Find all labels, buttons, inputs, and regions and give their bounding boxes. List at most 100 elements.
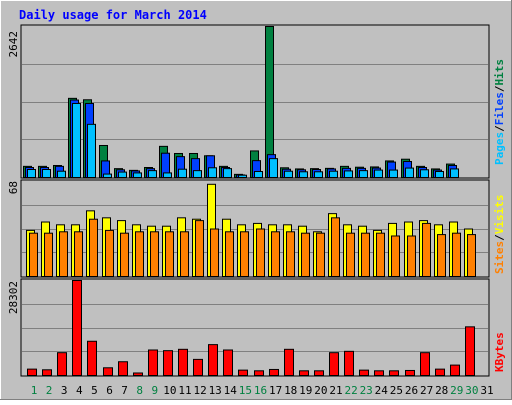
bar-kbytes-day-1 [27, 368, 37, 376]
x-tick-label-day-12: 12 [193, 384, 206, 397]
x-tick-label-day-8: 8 [136, 384, 143, 397]
bar-sites-day-10 [165, 231, 174, 277]
bar-sites-day-30 [467, 234, 476, 278]
bar-sites-day-2 [44, 232, 53, 277]
x-tick-label-day-7: 7 [121, 384, 128, 397]
bar-pages-day-13 [208, 167, 217, 178]
bar-pages-day-28 [435, 170, 444, 179]
x-tick-label-day-14: 14 [224, 384, 238, 397]
ymax-label-kbytes: 28302 [7, 281, 20, 314]
bar-kbytes-day-12 [193, 358, 203, 376]
bar-pages-day-8 [133, 172, 142, 178]
bar-pages-day-1 [27, 168, 36, 179]
bar-pages-day-29 [450, 168, 459, 179]
x-tick-label-day-18: 18 [284, 384, 297, 397]
bar-pages-day-3 [57, 170, 66, 178]
legend-separator: / [493, 234, 506, 241]
bar-pages-day-18 [284, 170, 293, 178]
x-tick-label-day-28: 28 [435, 384, 448, 397]
x-tick-label-day-19: 19 [299, 384, 312, 397]
ymax-label-hits: 2642 [7, 31, 20, 58]
bar-kbytes-day-27 [420, 352, 430, 376]
bar-pages-day-25 [389, 169, 398, 178]
bar-kbytes-day-17 [269, 368, 279, 377]
bar-pages-day-26 [405, 167, 414, 178]
bar-kbytes-day-26 [405, 369, 415, 377]
bar-kbytes-day-8 [133, 372, 143, 377]
bar-pages-day-19 [299, 171, 308, 179]
x-tick-label-day-26: 26 [405, 384, 418, 397]
bar-sites-day-21 [331, 217, 340, 278]
x-tick-label-day-15: 15 [239, 384, 252, 397]
x-tick-label-day-11: 11 [178, 384, 191, 397]
bar-pages-day-21 [329, 170, 338, 178]
bar-pages-day-2 [42, 168, 51, 179]
x-tick-label-day-10: 10 [163, 384, 176, 397]
bar-kbytes-day-25 [389, 370, 399, 377]
x-tick-label-day-23: 23 [360, 384, 373, 397]
bar-kbytes-day-9 [148, 349, 158, 377]
x-tick-label-day-9: 9 [151, 384, 158, 397]
bar-sites-day-5 [89, 218, 98, 277]
bar-kbytes-day-19 [299, 370, 309, 377]
bar-pages-day-20 [314, 171, 323, 179]
bar-kbytes-day-29 [450, 364, 460, 376]
legend-separator: / [493, 125, 506, 132]
bar-sites-day-4 [74, 231, 83, 277]
bar-kbytes-day-2 [42, 369, 52, 377]
bar-sites-day-27 [422, 222, 431, 277]
bar-kbytes-day-14 [223, 349, 233, 377]
bar-sites-day-16 [256, 228, 265, 277]
bar-sites-day-19 [301, 232, 310, 277]
bar-kbytes-day-5 [87, 340, 97, 377]
bar-kbytes-day-20 [314, 370, 324, 377]
bar-kbytes-day-24 [374, 370, 384, 377]
bar-sites-day-17 [271, 231, 280, 277]
legend-hits: Hits [493, 59, 506, 86]
bar-sites-day-1 [29, 232, 38, 277]
bar-kbytes-day-6 [103, 367, 113, 376]
bar-sites-day-25 [391, 235, 400, 277]
x-tick-label-day-2: 2 [46, 384, 53, 397]
bar-pages-day-27 [420, 169, 429, 179]
legend-kbytes: KBytes [493, 332, 506, 372]
x-tick-label-day-5: 5 [91, 384, 98, 397]
x-tick-label-day-17: 17 [269, 384, 282, 397]
bar-pages-day-5 [87, 123, 96, 178]
bar-sites-day-28 [437, 234, 446, 278]
x-tick-label-day-6: 6 [106, 384, 113, 397]
bar-sites-day-24 [376, 232, 385, 277]
bar-pages-day-23 [359, 170, 368, 178]
x-tick-label-day-21: 21 [329, 384, 342, 397]
bar-sites-day-3 [59, 231, 68, 277]
legend-hits-files-pages: Pages/Files/Hits [493, 59, 506, 165]
bar-sites-day-14 [225, 231, 234, 277]
bar-sites-day-9 [150, 231, 159, 277]
bar-marks [23, 26, 476, 377]
x-tick-label-day-20: 20 [314, 384, 327, 397]
bar-kbytes-day-10 [163, 350, 173, 376]
x-tick-label-day-1: 1 [31, 384, 38, 397]
bar-pages-day-22 [344, 170, 353, 178]
legend-separator: / [493, 85, 506, 92]
bar-kbytes-day-4 [72, 280, 82, 376]
bar-kbytes-day-11 [178, 348, 188, 377]
bar-sites-day-11 [180, 231, 189, 277]
bar-sites-day-7 [120, 232, 129, 277]
legend-kbytes-wrap: KBytes [493, 332, 506, 372]
bar-sites-day-18 [286, 231, 295, 277]
panel-kbytes [20, 278, 490, 377]
ymax-label-visits: 68 [7, 181, 20, 194]
bar-pages-day-9 [148, 170, 157, 178]
x-tick-label-day-3: 3 [61, 384, 68, 397]
bar-sites-day-6 [105, 229, 114, 278]
bar-kbytes-day-16 [254, 370, 264, 377]
bar-kbytes-day-15 [238, 369, 248, 377]
bar-sites-day-26 [407, 235, 416, 277]
bar-pages-day-4 [72, 102, 81, 178]
bar-pages-day-7 [118, 171, 127, 179]
bar-sites-day-13 [210, 228, 219, 277]
bar-pages-day-12 [193, 170, 202, 178]
